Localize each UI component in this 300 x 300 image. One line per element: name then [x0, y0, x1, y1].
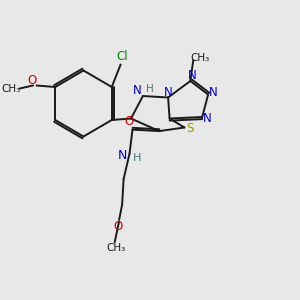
Text: N: N	[164, 85, 173, 99]
Text: N: N	[133, 84, 142, 97]
Text: N: N	[209, 86, 218, 100]
Text: CH₃: CH₃	[2, 83, 21, 94]
Text: O: O	[113, 220, 122, 233]
Text: N: N	[203, 112, 212, 125]
Text: N: N	[117, 148, 127, 162]
Text: H: H	[133, 153, 141, 163]
Text: CH₃: CH₃	[190, 53, 209, 64]
Text: O: O	[28, 74, 37, 88]
Text: O: O	[124, 115, 134, 128]
Text: H: H	[146, 84, 153, 94]
Text: N: N	[188, 69, 196, 82]
Text: S: S	[186, 122, 193, 135]
Text: Cl: Cl	[116, 50, 128, 63]
Text: CH₃: CH₃	[106, 243, 126, 253]
